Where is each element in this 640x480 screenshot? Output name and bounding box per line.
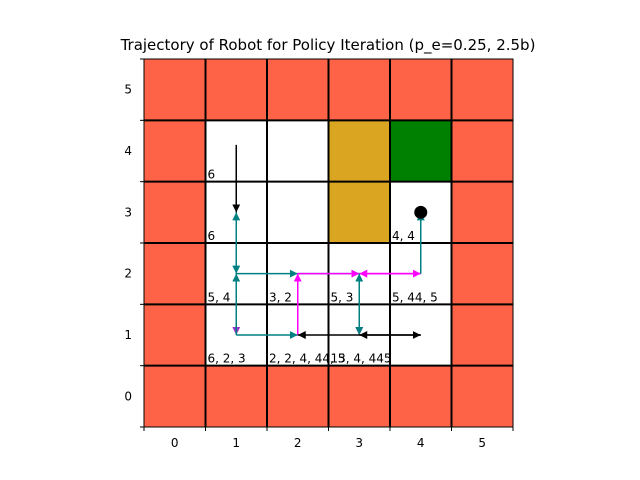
cell-border <box>451 181 513 243</box>
x-tick-label: 3 <box>355 436 363 450</box>
cell-border <box>328 59 390 121</box>
x-tick-label: 1 <box>232 436 240 450</box>
cell-border <box>267 365 329 427</box>
cell-border <box>451 304 513 366</box>
axis-ticks: 0 1 2 3 4 5 0 1 2 3 4 5 <box>124 58 514 450</box>
cell-label: 5, 3 <box>331 290 354 304</box>
y-tick-label: 2 <box>124 267 132 281</box>
y-tick-label: 5 <box>124 83 132 97</box>
cell-border <box>144 304 206 366</box>
cell-border <box>451 59 513 121</box>
cell-border <box>451 120 513 182</box>
y-tick-label: 4 <box>124 144 132 158</box>
y-tick-label: 3 <box>124 205 132 219</box>
cell-goal <box>390 120 452 182</box>
cell-label: 3, 2 <box>269 290 292 304</box>
cell-label: 6, 2, 3 <box>208 352 246 366</box>
cell-label: 6 <box>208 168 216 182</box>
cell-label: 13, 4, 445 <box>331 352 392 366</box>
chart-title: Trajectory of Robot for Policy Iteration… <box>120 36 536 55</box>
x-tick-label: 2 <box>294 436 302 450</box>
cell-label: 4, 4 <box>392 229 415 243</box>
cell-border <box>144 365 206 427</box>
cell-lane <box>328 120 390 182</box>
cell-border <box>144 59 206 121</box>
cell-label: 6 <box>208 229 216 243</box>
cell-border <box>451 365 513 427</box>
cell-label: 5, 4 <box>208 290 231 304</box>
x-tick-label: 4 <box>417 436 425 450</box>
cell-border <box>144 243 206 305</box>
cell-lane <box>328 181 390 243</box>
cell-border <box>390 59 452 121</box>
cell-border <box>144 181 206 243</box>
x-tick-label: 5 <box>478 436 486 450</box>
cell-border <box>205 365 267 427</box>
cell-border <box>205 59 267 121</box>
grid-lines <box>144 59 513 427</box>
robot-marker <box>414 205 428 219</box>
cell-border <box>451 243 513 305</box>
cell-label: 5, 44, 5 <box>392 290 438 304</box>
grid-cells <box>144 59 513 427</box>
robot-marker-layer <box>414 205 428 219</box>
cell-border <box>267 59 329 121</box>
cell-border <box>390 365 452 427</box>
y-tick-label: 0 <box>124 389 132 403</box>
cell-labels: 6 6 4, 4 5, 4 3, 2 5, 3 5, 44, 5 6, 2, 3 2, 2, 4… <box>208 168 438 366</box>
y-tick-label: 1 <box>124 328 132 342</box>
cell-border <box>144 120 206 182</box>
trajectory-arrows <box>232 144 425 339</box>
x-tick-label: 0 <box>171 436 179 450</box>
cell-border <box>328 365 390 427</box>
cell-label: 2, 2, 4, 44, 5 <box>269 352 345 366</box>
